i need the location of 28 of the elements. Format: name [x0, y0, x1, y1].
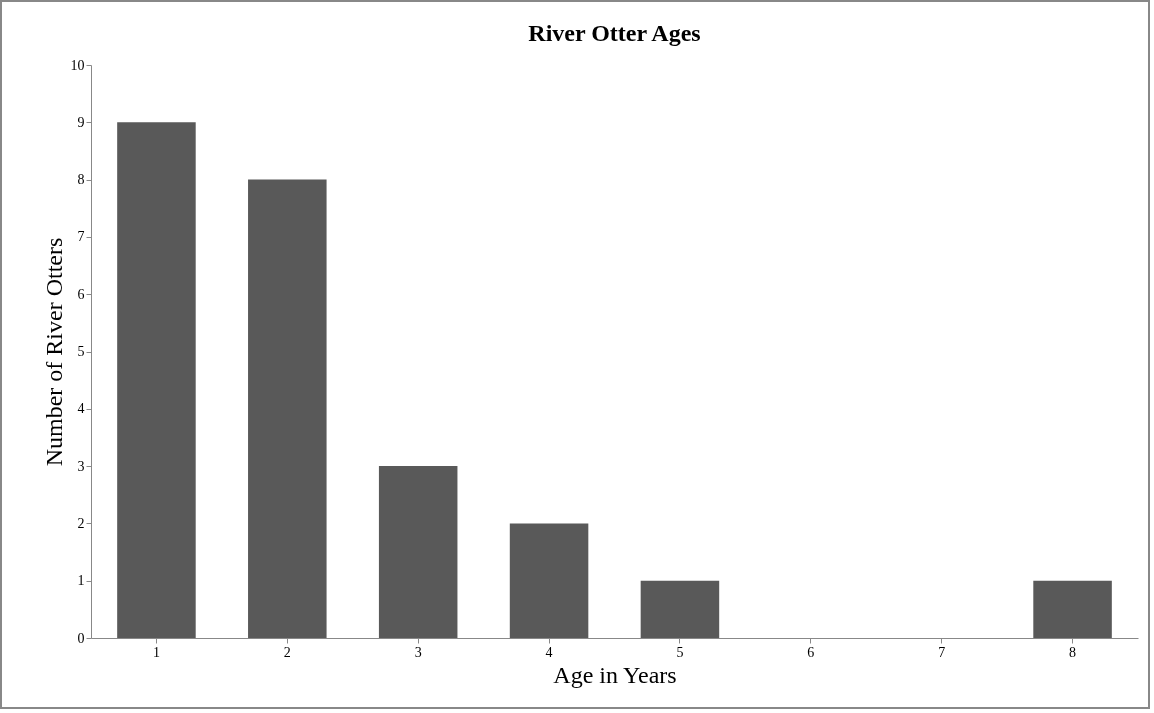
y-tick-label: 9 — [77, 114, 85, 130]
y-tick-label: 0 — [77, 630, 85, 646]
bar — [248, 179, 327, 638]
x-axis-title: Age in Years — [553, 661, 677, 688]
y-axis-title: Number of River Otters — [40, 237, 67, 467]
y-tick-label: 8 — [77, 172, 85, 188]
y-tick-label: 10 — [70, 57, 85, 73]
y-tick-label: 2 — [77, 515, 85, 531]
y-tick-label: 3 — [77, 458, 85, 474]
x-tick-label: 1 — [152, 644, 160, 660]
bar — [640, 580, 720, 638]
x-tick-label: 5 — [676, 644, 684, 660]
x-tick-label: 4 — [545, 644, 553, 660]
x-tick-label: 6 — [807, 644, 815, 660]
x-tick-label: 2 — [283, 644, 291, 660]
bar — [509, 523, 589, 638]
y-tick-label: 1 — [77, 573, 85, 589]
chart-title: River Otter Ages — [528, 20, 701, 46]
y-tick-label: 4 — [77, 401, 85, 417]
x-tick-label: 8 — [1069, 644, 1077, 660]
y-tick-label: 5 — [77, 344, 85, 359]
bar — [378, 466, 458, 638]
x-tick-label: 7 — [938, 644, 946, 660]
x-tick-label: 3 — [414, 644, 422, 660]
bar — [1033, 580, 1112, 638]
y-tick-label: 6 — [77, 286, 85, 302]
y-tick-label: 7 — [77, 229, 85, 245]
bar — [117, 122, 196, 638]
